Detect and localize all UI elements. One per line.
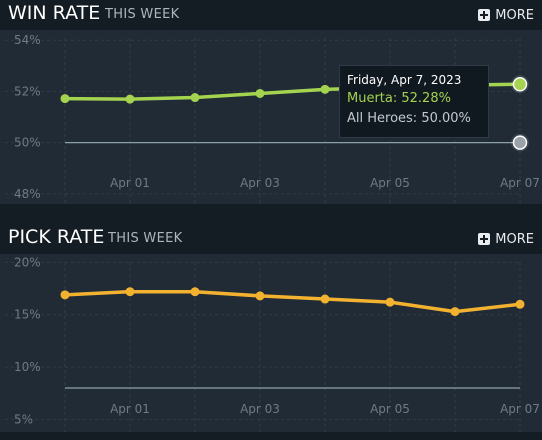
x-tick-label: Apr 03 bbox=[240, 402, 280, 416]
y-tick-label: 10% bbox=[14, 360, 41, 374]
x-tick-label: Apr 01 bbox=[110, 402, 150, 416]
y-tick-label: 5% bbox=[14, 412, 33, 426]
x-tick-label: Apr 03 bbox=[240, 176, 280, 190]
data-point bbox=[512, 76, 528, 92]
pick-rate-subtitle: THIS WEEK bbox=[108, 231, 183, 246]
y-tick-label: 15% bbox=[14, 308, 41, 322]
pick-rate-chart-panel: 20% 15% 10% 5% Apr 01 Apr 03 Apr 05 Apr 07 bbox=[0, 254, 542, 432]
data-point bbox=[320, 294, 330, 304]
win-rate-more-button[interactable]: MORE bbox=[478, 5, 534, 25]
win-rate-title: WIN RATE bbox=[8, 2, 101, 24]
data-point bbox=[60, 94, 70, 104]
pick-rate-title: PICK RATE bbox=[8, 226, 105, 248]
y-tick-label: 54% bbox=[14, 33, 41, 47]
data-point bbox=[190, 287, 200, 297]
data-point bbox=[125, 287, 135, 297]
data-point bbox=[190, 93, 200, 103]
baseline-point bbox=[512, 135, 528, 150]
y-tick-label: 48% bbox=[14, 187, 41, 201]
x-tick-label: Apr 05 bbox=[370, 402, 410, 416]
tooltip-date: Friday, Apr 7, 2023 bbox=[347, 73, 462, 87]
tooltip-all-heroes-value: All Heroes: 50.00% bbox=[347, 111, 471, 126]
data-point bbox=[320, 84, 330, 94]
y-tick-label: 20% bbox=[14, 255, 41, 269]
pick-rate-more-label: MORE bbox=[495, 231, 534, 247]
x-tick-label: Apr 07 bbox=[500, 402, 540, 416]
pick-rate-header: PICK RATE THIS WEEK MORE bbox=[0, 224, 542, 254]
x-tick-label: Apr 01 bbox=[110, 176, 150, 190]
pick-rate-more-button[interactable]: MORE bbox=[478, 229, 534, 249]
win-rate-subtitle: THIS WEEK bbox=[105, 7, 180, 22]
data-point bbox=[450, 307, 460, 317]
chart-tooltip: Friday, Apr 7, 2023 Muerta: 52.28% All H… bbox=[339, 65, 489, 138]
win-rate-header: WIN RATE THIS WEEK MORE bbox=[0, 0, 542, 30]
y-tick-label: 52% bbox=[14, 84, 41, 98]
tooltip-hero-value: Muerta: 52.28% bbox=[347, 91, 451, 106]
x-tick-label: Apr 05 bbox=[370, 176, 410, 190]
data-point bbox=[255, 291, 265, 301]
data-point bbox=[255, 88, 265, 98]
pick-rate-chart: 20% 15% 10% 5% Apr 01 Apr 03 Apr 05 Apr 07 bbox=[5, 255, 540, 432]
data-point bbox=[125, 94, 135, 104]
x-tick-label: Apr 07 bbox=[500, 176, 540, 190]
plus-icon bbox=[478, 9, 491, 21]
y-tick-label: 50% bbox=[14, 136, 41, 150]
data-point bbox=[60, 290, 70, 300]
win-rate-more-label: MORE bbox=[495, 7, 534, 23]
data-point bbox=[515, 299, 525, 309]
plus-icon bbox=[478, 233, 491, 245]
win-rate-chart: 54% 52% 50% 48% Apr 01 Apr 03 Apr 05 Apr 07 bbox=[5, 33, 540, 204]
data-point bbox=[385, 297, 395, 307]
series-line-muerta bbox=[63, 289, 522, 314]
